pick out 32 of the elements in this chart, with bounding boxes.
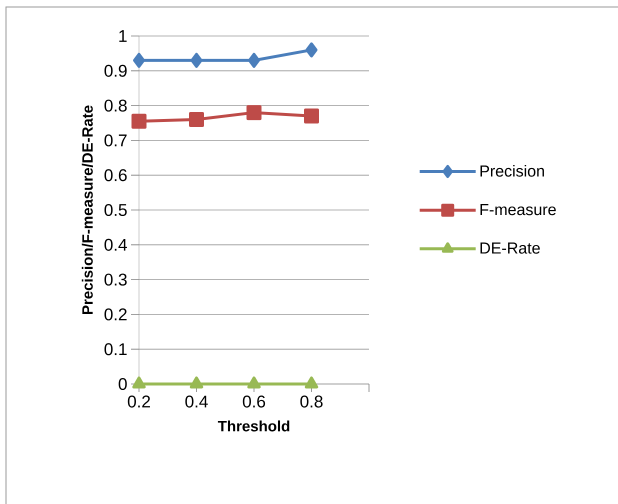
legend-label: Precision: [480, 164, 544, 177]
y-tick-label: 0.7: [104, 134, 127, 146]
point: [304, 376, 318, 389]
point: [248, 52, 260, 68]
point: [190, 376, 204, 389]
y-tick-label: 0.2: [104, 308, 127, 320]
point: [306, 42, 318, 58]
y-axis-title: Precision/F-measure/DE-Rate: [82, 106, 93, 314]
y-tick-label: 0: [118, 378, 127, 390]
point: [304, 108, 320, 124]
point: [190, 52, 202, 68]
y-tick-label: 0.8: [104, 100, 127, 112]
x-tick-label: 0.6: [242, 396, 266, 408]
y-tick-label: 0.3: [104, 274, 127, 286]
point: [189, 112, 204, 128]
y-tick-label: 0.4: [104, 238, 127, 251]
x-axis-title: Threshold: [218, 420, 290, 432]
legend-label: DE-Rate: [480, 242, 540, 254]
x-tick-label: 0.8: [300, 396, 323, 408]
y-tick-label: 0.6: [104, 169, 127, 182]
point: [132, 114, 146, 129]
x-tick-label: 0.2: [128, 396, 150, 408]
point: [133, 52, 146, 68]
y-tick-label: 0.1: [104, 343, 127, 356]
legend-label: F-measure: [480, 204, 556, 216]
point: [247, 376, 261, 389]
point: [132, 376, 146, 389]
y-tick-label: 0.5: [104, 204, 127, 216]
point: [246, 105, 262, 120]
x-tick-label: 0.4: [185, 396, 208, 408]
y-tick-label: 0.9: [104, 64, 127, 77]
y-tick-label: 1: [119, 30, 127, 42]
